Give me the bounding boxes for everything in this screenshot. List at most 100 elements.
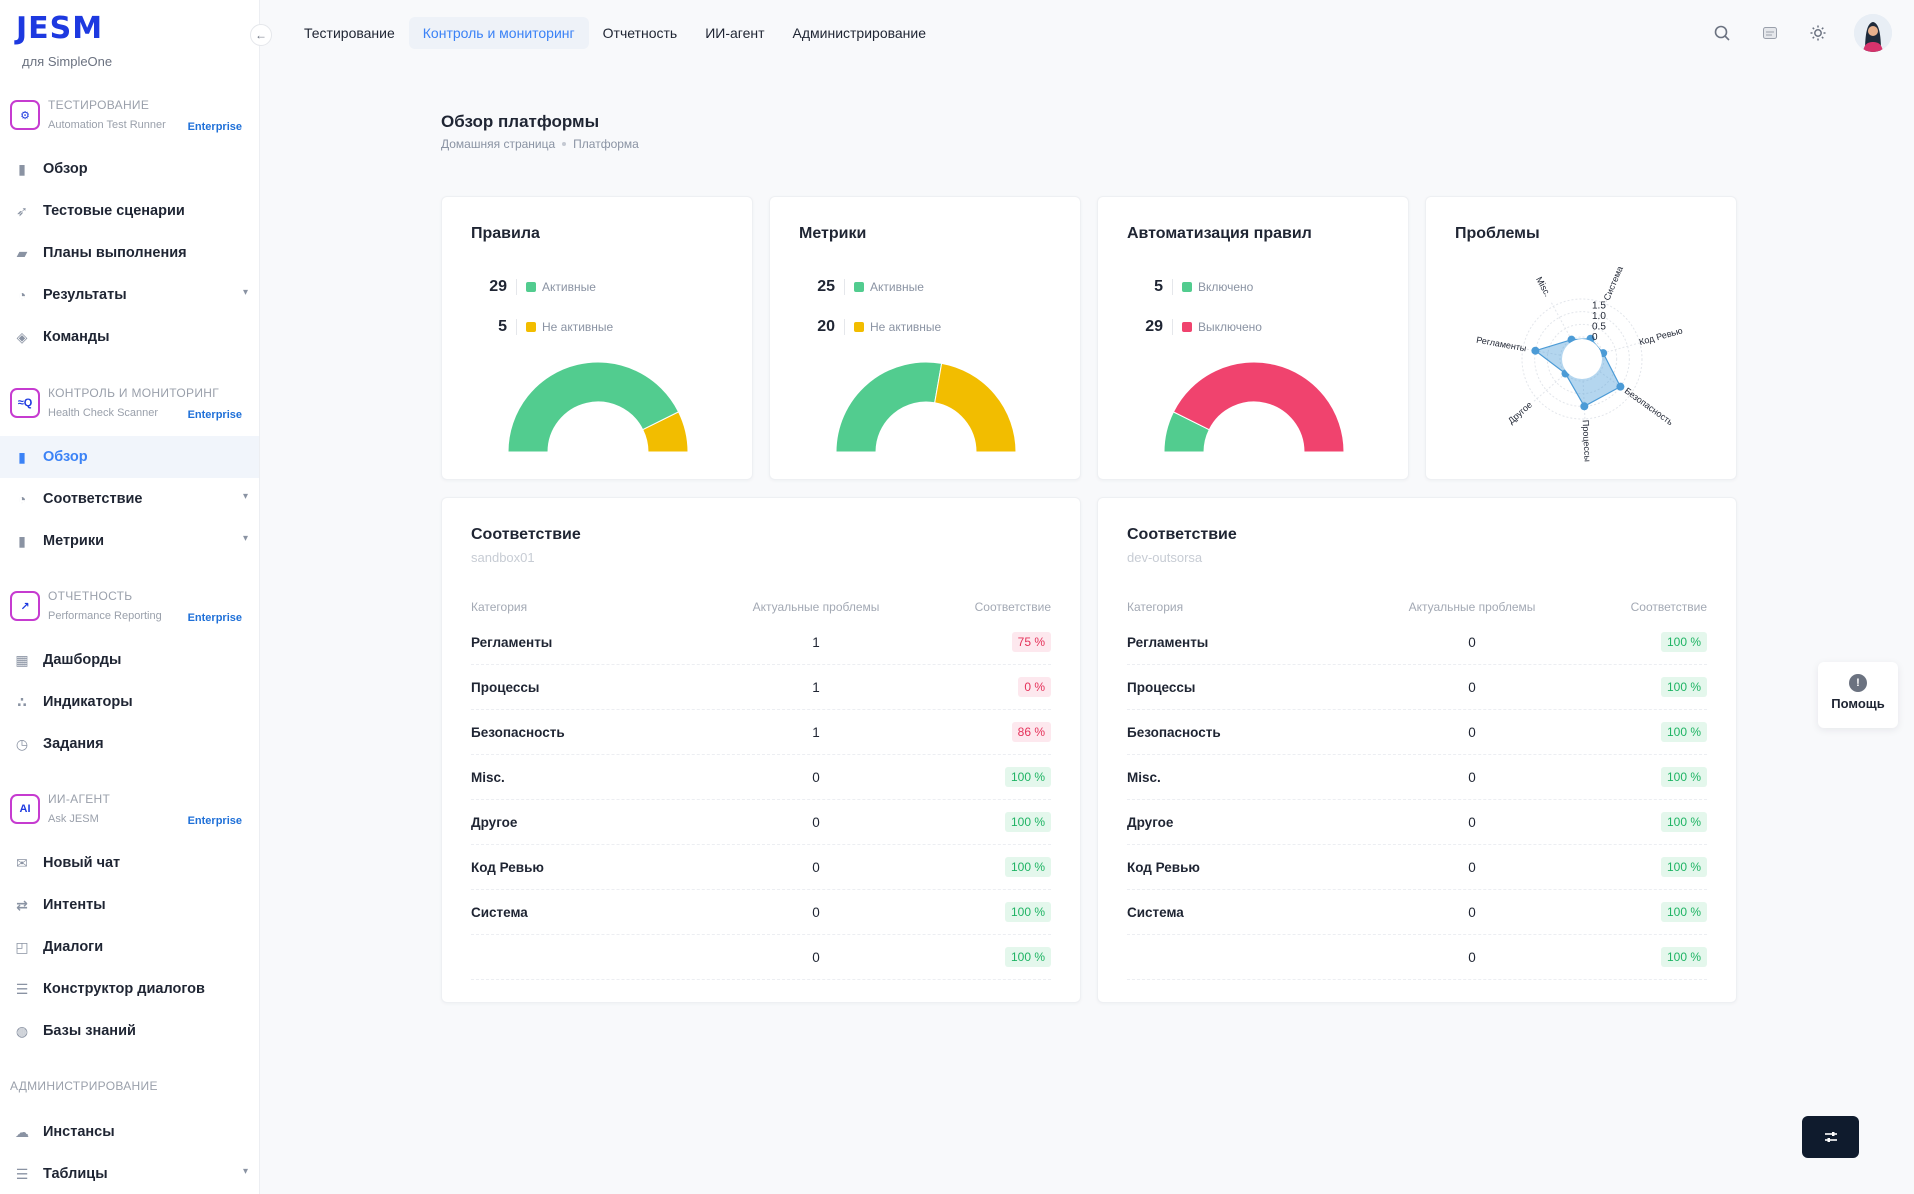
- help-icon: !: [1849, 674, 1867, 692]
- radar-data-point[interactable]: [1580, 402, 1589, 411]
- compliance-card-sandbox: Соответствие sandbox01 Категория Актуальн…: [441, 497, 1081, 1003]
- sun-icon[interactable]: [1806, 21, 1830, 45]
- sidebar-item-overview[interactable]: ▮ Обзор: [0, 148, 259, 190]
- table-row[interactable]: 0 100 %: [1127, 935, 1707, 980]
- grid-icon: ▦: [15, 651, 29, 668]
- category-cell: Регламенты: [1127, 634, 1209, 650]
- table-row[interactable]: Регламенты 0 100 %: [1127, 620, 1707, 665]
- sidebar-item-results[interactable]: ◔ Результаты ▾: [0, 274, 259, 316]
- radar-grid-ring: [1546, 323, 1618, 395]
- help-button[interactable]: ! Помощь: [1818, 662, 1898, 728]
- tab-ai-agent[interactable]: ИИ-агент: [705, 25, 765, 41]
- sidebar-item-new-chat[interactable]: ✉ Новый чат: [0, 842, 259, 884]
- table-row[interactable]: Код Ревью 0 100 %: [471, 845, 1051, 890]
- section-header[interactable]: ⚙ ТЕСТИРОВАНИЕ Automation Test Runner En…: [0, 96, 259, 136]
- radar-data-point[interactable]: [1531, 346, 1540, 355]
- collapse-sidebar-button[interactable]: ←: [250, 24, 272, 46]
- sliders-icon: [1824, 1132, 1837, 1142]
- sidebar-item-overview-active[interactable]: ▮ Обзор: [0, 436, 259, 478]
- notes-icon[interactable]: [1758, 21, 1782, 45]
- gauge-segment-0[interactable]: [508, 362, 680, 452]
- radar-axis-label: Регламенты: [1476, 335, 1528, 354]
- sidebar-item-intents[interactable]: ⇄ Интенты: [0, 884, 259, 926]
- table-row[interactable]: Процессы 1 0 %: [471, 665, 1051, 710]
- sidebar-item-indicators[interactable]: ∴ Индикаторы: [0, 681, 259, 723]
- stat-active: 29 Активные: [471, 278, 596, 296]
- sidebar-item-exec-plans[interactable]: ▰ Планы выполнения: [0, 232, 259, 274]
- section-header[interactable]: ↗ ОТЧЕТНОСТЬ Performance Reporting Enter…: [0, 587, 259, 627]
- breadcrumb-home[interactable]: Домашняя страница: [441, 137, 556, 151]
- compliance-table: Категория Актуальные проблемы Соответствие…: [471, 594, 1051, 980]
- stat-enabled: 5 Включено: [1127, 278, 1253, 296]
- chevron-down-icon: ▾: [242, 533, 248, 544]
- table-row[interactable]: Регламенты 1 75 %: [471, 620, 1051, 665]
- table-row[interactable]: 0 100 %: [471, 935, 1051, 980]
- sidebar-item-label: Тестовые сценарии: [43, 203, 185, 219]
- tab-reporting[interactable]: Отчетность: [602, 25, 678, 41]
- table-row[interactable]: Misc. 0 100 %: [471, 755, 1051, 800]
- sidebar-item-label: Соответствие: [43, 491, 143, 507]
- sidebar-item-tasks[interactable]: ◷ Задания: [0, 723, 259, 765]
- radar-data-point[interactable]: [1616, 382, 1625, 391]
- sidebar-item-compliance[interactable]: ◔ Соответствие ▾: [0, 478, 259, 520]
- compliance-badge: 86 %: [1011, 722, 1051, 742]
- gauge-segment-1[interactable]: [934, 362, 1016, 452]
- sidebar-item-tables[interactable]: ☰ Таблицы ▾: [0, 1153, 259, 1194]
- section-header[interactable]: AI ИИ-АГЕНТ Ask JESM Enterprise: [0, 790, 259, 830]
- legend-swatch: [1182, 282, 1192, 292]
- issues-cell: 0: [1468, 904, 1476, 920]
- stat-label: Активные: [542, 280, 596, 294]
- monitoring-app-icon: ≈Q: [10, 388, 40, 418]
- sidebar-item-dialogs[interactable]: ◰ Диалоги: [0, 926, 259, 968]
- stat-value: 5: [1154, 278, 1163, 295]
- stat-value: 29: [1145, 318, 1163, 335]
- section-reporting: ↗ ОТЧЕТНОСТЬ Performance Reporting Enter…: [0, 587, 259, 765]
- table-row[interactable]: Система 0 100 %: [1127, 890, 1707, 935]
- enterprise-badge: Enterprise: [187, 121, 242, 133]
- column-header: Актуальные проблемы: [752, 600, 880, 614]
- table-row[interactable]: Другое 0 100 %: [1127, 800, 1707, 845]
- breadcrumb: Домашняя страница Платформа: [441, 137, 639, 151]
- sidebar-item-label: Метрики: [43, 533, 104, 549]
- radar-tick-label: 0: [1592, 332, 1598, 343]
- sidebar-item-metrics[interactable]: ▮ Метрики ▾: [0, 520, 259, 562]
- table-row[interactable]: Misc. 0 100 %: [1127, 755, 1707, 800]
- sidebar-item-label: Задания: [43, 736, 104, 752]
- brand[interactable]: JESM для SimpleOne: [16, 11, 112, 70]
- gauge-segment-0[interactable]: [836, 362, 943, 452]
- settings-button[interactable]: [1802, 1116, 1859, 1158]
- category-cell: Код Ревью: [471, 859, 544, 875]
- sidebar-item-instances[interactable]: ☁ Инстансы: [0, 1111, 259, 1153]
- section-header[interactable]: ≈Q КОНТРОЛЬ И МОНИТОРИНГ Health Check Sc…: [0, 384, 259, 424]
- avatar[interactable]: [1854, 14, 1892, 52]
- chart-icon: ▮: [18, 448, 26, 465]
- logo[interactable]: JESM: [16, 11, 104, 46]
- chevron-down-icon: ▾: [242, 287, 248, 298]
- sidebar-item-knowledge-bases[interactable]: ◍ Базы знаний: [0, 1010, 259, 1052]
- table-row[interactable]: Безопасность 0 100 %: [1127, 710, 1707, 755]
- sidebar-item-label: Базы знаний: [43, 1023, 136, 1039]
- section-title: КОНТРОЛЬ И МОНИТОРИНГ: [48, 386, 220, 400]
- tab-monitoring[interactable]: Контроль и мониторинг: [408, 17, 589, 49]
- sidebar-item-label: Обзор: [43, 449, 88, 465]
- tab-testing[interactable]: Тестирование: [304, 25, 395, 41]
- stat-label: Активные: [870, 280, 924, 294]
- gauge-segment-1[interactable]: [642, 411, 688, 452]
- gauge-segment-1[interactable]: [1172, 362, 1344, 452]
- sidebar-item-test-scenarios[interactable]: ➶ Тестовые сценарии: [0, 190, 259, 232]
- chat-icon: ✉: [16, 854, 28, 871]
- compliance-badge: 100 %: [1660, 677, 1707, 697]
- sidebar-item-dashboards[interactable]: ▦ Дашборды: [0, 639, 259, 681]
- sidebar-item-commands[interactable]: ◈ Команды: [0, 316, 259, 358]
- table-row[interactable]: Безопасность 1 86 %: [471, 710, 1051, 755]
- table-row[interactable]: Код Ревью 0 100 %: [1127, 845, 1707, 890]
- sidebar-item-label: Планы выполнения: [43, 245, 187, 261]
- swap-icon: ⇄: [16, 896, 28, 913]
- search-icon[interactable]: [1710, 21, 1734, 45]
- table-row[interactable]: Процессы 0 100 %: [1127, 665, 1707, 710]
- sidebar-item-dialog-builder[interactable]: ☰ Конструктор диалогов: [0, 968, 259, 1010]
- table-row[interactable]: Система 0 100 %: [471, 890, 1051, 935]
- tab-administration[interactable]: Администрирование: [792, 25, 927, 41]
- table-row[interactable]: Другое 0 100 %: [471, 800, 1051, 845]
- compliance-badge: 100 %: [1004, 902, 1051, 922]
